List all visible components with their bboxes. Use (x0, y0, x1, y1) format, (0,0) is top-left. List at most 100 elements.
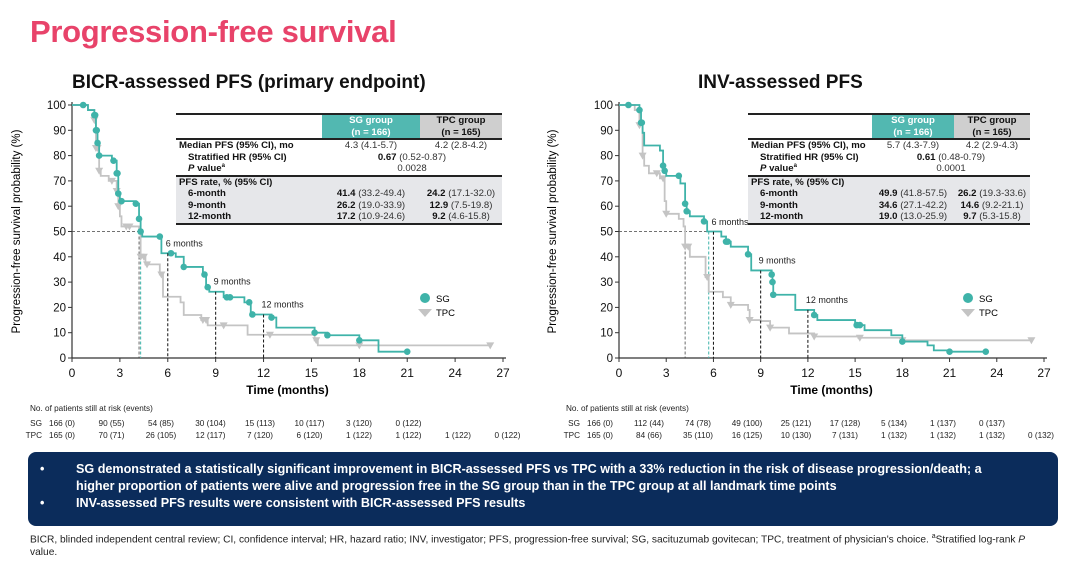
at-risk-tpc-cell: 0 (122) (494, 431, 521, 440)
legend-tpc-marker (961, 309, 975, 317)
at-risk-tpc-cell: 1 (122) (445, 431, 471, 440)
x-tick-label: 3 (663, 366, 670, 380)
censor-mark-tpc (355, 342, 364, 350)
censor-mark-sg (311, 329, 318, 337)
censor-mark-sg (700, 218, 708, 225)
y-tick-label: 60 (600, 201, 613, 213)
y-tick-label: 60 (53, 201, 66, 213)
censor-mark-sg (79, 101, 87, 109)
landmark-label: 12 months (806, 295, 849, 305)
censor-mark-sg (356, 336, 363, 344)
at-risk-sg-cell: 17 (128) (829, 419, 861, 428)
censor-mark-tpc (219, 322, 228, 330)
pfs-rate-header: PFS rate, % (95% CI) (748, 174, 1030, 188)
pfs-rate-row: 6-month 41.4 (33.2-49.4) 24.2 (17.1-32.0… (176, 188, 502, 200)
censor-mark-sg (946, 348, 953, 355)
x-tick-label: 24 (448, 366, 462, 380)
censor-mark-sg (180, 263, 188, 271)
slide-title: Progression-free survival (30, 14, 397, 49)
x-tick-label: 27 (496, 366, 510, 380)
censor-mark-sg (118, 197, 125, 205)
y-axis-label: Progression-free survival probability (%… (11, 129, 23, 333)
y-tick-label: 20 (53, 302, 66, 314)
censor-mark-tpc (107, 177, 116, 185)
p-value-row: P valuea 0.0001 (760, 162, 966, 174)
at-risk-sg-cell: 1 (137) (930, 419, 956, 428)
y-tick-label: 10 (600, 328, 613, 340)
censor-mark-sg (638, 119, 646, 127)
y-tick-label: 70 (53, 176, 66, 188)
censor-mark-tpc (114, 203, 123, 211)
censor-mark-sg (681, 200, 689, 207)
at-risk-sg-cell: 30 (104) (195, 419, 226, 428)
censor-mark-tpc (726, 301, 735, 309)
x-tick-label: 24 (990, 366, 1004, 380)
summary-bullet-2: INV-assessed PFS results were consistent… (76, 496, 526, 510)
censor-mark-tpc (95, 167, 104, 175)
pfs-rate-row: 9-month 26.2 (19.0-33.9) 12.9 (7.5-19.8) (176, 199, 502, 211)
censor-mark-sg (94, 139, 101, 147)
censor-mark-sg (675, 172, 683, 180)
chart-title-bicr: BICR-assessed PFS (primary endpoint) (72, 72, 426, 93)
censor-mark-tpc (265, 331, 274, 339)
censor-mark-sg (659, 162, 667, 170)
x-tick-label: 21 (401, 366, 415, 380)
pfs-rate-row: 12-month 17.2 (10.9-24.6) 9.2 (4.6-15.8) (176, 211, 502, 225)
pfs-rate-header: PFS rate, % (95% CI) (176, 174, 502, 188)
at-risk-sg-cell: 74 (78) (685, 419, 711, 428)
censor-mark-tpc (202, 317, 211, 325)
at-risk-title: No. of patients still at risk (events) (30, 404, 153, 413)
y-tick-label: 100 (594, 100, 613, 112)
legend-sg-label: SG (979, 294, 993, 305)
censor-mark-tpc (312, 337, 321, 345)
at-risk-tpc-label: TPC (25, 431, 42, 440)
at-risk-tpc-cell: 7 (131) (832, 431, 858, 440)
sg-group-header: SG group (n = 166) (322, 113, 420, 140)
km-curve-tpc (619, 104, 1032, 342)
y-tick-label: 20 (600, 302, 613, 314)
censor-mark-tpc (745, 317, 754, 325)
km-chart-1: 0 10 20 30 40 50 60 70 80 90 100 0 3 6 9 12 15 18 21 24 27 Ti… (547, 100, 1051, 397)
censor-mark-sg (744, 250, 752, 258)
landmark-label: 9 months (214, 277, 252, 287)
at-risk-tpc-cell: 12 (117) (195, 431, 226, 440)
hr-row: Stratified HR (95% CI) 0.61 (0.48-0.79) (760, 151, 986, 163)
censor-mark-sg (137, 228, 144, 235)
footnote-text: Stratified log-rank (935, 534, 1019, 546)
pfs-rate-row: 9-month 34.6 (27.1-42.2) 14.6 (9.2-21.1) (748, 199, 1030, 211)
censor-mark-sg (135, 215, 143, 223)
footnote-sup: a (931, 533, 936, 540)
at-risk-tpc-label: TPC (563, 431, 580, 440)
at-risk-sg-cell: 5 (134) (881, 419, 907, 428)
x-tick-label: 0 (69, 366, 76, 380)
summary-box: • SG demonstrated a statistically signif… (28, 452, 1058, 526)
censor-mark-sg (204, 283, 211, 291)
at-risk-sg-cell: 166 (0) (49, 419, 75, 428)
censor-mark-tpc (157, 271, 166, 279)
at-risk-tpc-cell: 70 (71) (98, 431, 125, 440)
bullet-icon: • (40, 496, 45, 510)
at-risk-sg-cell: 0 (122) (395, 419, 422, 428)
at-risk-tpc-cell: 1 (122) (346, 431, 372, 440)
censor-mark-tpc (143, 261, 152, 269)
at-risk-tpc-cell: 16 (125) (731, 431, 763, 440)
censor-mark-sg (403, 348, 411, 355)
x-tick-label: 0 (616, 366, 623, 380)
at-risk-sg-label: SG (30, 419, 42, 428)
censor-mark-tpc (638, 152, 647, 160)
x-tick-label: 15 (848, 366, 862, 380)
censor-mark-sg (95, 152, 103, 159)
censor-mark-sg (167, 249, 175, 257)
censor-mark-sg (661, 167, 668, 175)
km-chart-0: 0 10 20 30 40 50 60 70 80 90 100 0 3 6 9 12 15 18 21 24 27 Ti… (11, 100, 510, 397)
x-tick-label: 6 (164, 366, 171, 380)
at-risk-tpc-cell: 35 (110) (683, 431, 713, 440)
x-tick-label: 3 (117, 366, 124, 380)
at-risk-sg-cell: 90 (55) (98, 419, 125, 428)
y-tick-label: 10 (53, 328, 66, 340)
median-row: Median PFS (95% CI), mo 4.3 (4.1-5.7) 4.2 … (179, 140, 488, 151)
x-tick-label: 12 (801, 366, 815, 380)
censor-mark-tpc (810, 333, 819, 341)
